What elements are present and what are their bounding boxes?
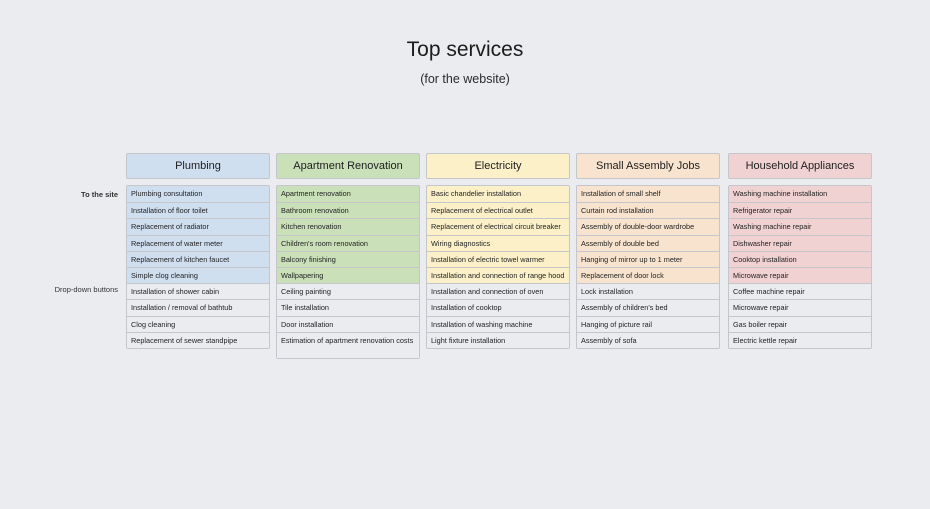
site-service-item[interactable]: Wallpapering xyxy=(277,266,419,284)
column-header: Electricity xyxy=(426,153,570,179)
site-service-item[interactable]: Assembly of double bed xyxy=(577,234,719,251)
page-subtitle: (for the website) xyxy=(420,72,510,86)
site-service-item[interactable]: Plumbing consultation xyxy=(127,186,269,203)
site-service-item[interactable]: Bathroom renovation xyxy=(277,202,419,219)
site-service-item[interactable]: Basic chandelier installation xyxy=(427,186,569,203)
dropdown-service-item[interactable]: Installation and connection of oven xyxy=(427,283,569,300)
column-header: Apartment Renovation xyxy=(276,153,420,179)
service-column: Household Appliances Washing machine inst… xyxy=(728,153,872,349)
site-service-item[interactable]: Replacement of kitchen faucet xyxy=(127,250,269,267)
dropdown-service-item[interactable]: Lock installation xyxy=(577,283,719,300)
dropdown-service-item[interactable]: Estimation of apartment renovation costs xyxy=(277,331,419,358)
dropdown-service-item[interactable]: Light fixture installation xyxy=(427,331,569,348)
dropdown-service-item[interactable]: Installation of cooktop xyxy=(427,299,569,316)
site-service-item[interactable]: Hanging of mirror up to 1 meter xyxy=(577,250,719,267)
dropdown-service-item[interactable]: Gas boiler repair xyxy=(729,315,871,332)
dropdown-service-item[interactable]: Electric kettle repair xyxy=(729,331,871,348)
column-header: Plumbing xyxy=(126,153,270,179)
service-column: Small Assembly Jobs Installation of small… xyxy=(576,153,720,349)
site-service-item[interactable]: Installation of electric towel warmer xyxy=(427,250,569,267)
dropdown-service-item[interactable]: Replacement of sewer standpipe xyxy=(127,331,269,348)
service-list: Basic chandelier installation Replacement… xyxy=(426,185,570,349)
to-site-label: To the site xyxy=(81,190,118,199)
service-column: Apartment Renovation Apartment renovation… xyxy=(276,153,420,359)
dropdown-service-item[interactable]: Hanging of picture rail xyxy=(577,315,719,332)
site-service-item[interactable]: Replacement of radiator xyxy=(127,218,269,235)
site-service-item[interactable]: Microwave repair xyxy=(729,266,871,284)
site-service-item[interactable]: Wiring diagnostics xyxy=(427,234,569,251)
site-service-item[interactable]: Installation and connection of range hoo… xyxy=(427,266,569,284)
site-service-item[interactable]: Curtain rod installation xyxy=(577,202,719,219)
column-header: Small Assembly Jobs xyxy=(576,153,720,179)
site-service-item[interactable]: Children's room renovation xyxy=(277,234,419,251)
site-service-item[interactable]: Balcony finishing xyxy=(277,250,419,267)
site-service-item[interactable]: Installation of small shelf xyxy=(577,186,719,203)
dropdown-service-item[interactable]: Door installation xyxy=(277,315,419,332)
dropdown-service-item[interactable]: Ceiling painting xyxy=(277,283,419,300)
site-service-item[interactable]: Washing machine installation xyxy=(729,186,871,203)
site-service-item[interactable]: Simple clog cleaning xyxy=(127,266,269,284)
dropdown-service-item[interactable]: Coffee machine repair xyxy=(729,283,871,300)
site-service-item[interactable]: Refrigerator repair xyxy=(729,202,871,219)
site-service-item[interactable]: Installation of floor toilet xyxy=(127,202,269,219)
service-column: Plumbing Plumbing consultation Installatio… xyxy=(126,153,270,349)
service-list: Washing machine installation Refrigerator… xyxy=(728,185,872,349)
site-service-item[interactable]: Cooktop installation xyxy=(729,250,871,267)
dropdown-label: Drop-down buttons xyxy=(54,285,118,294)
dropdown-service-item[interactable]: Installation of shower cabin xyxy=(127,283,269,300)
site-service-item[interactable]: Dishwasher repair xyxy=(729,234,871,251)
dropdown-service-item[interactable]: Tile installation xyxy=(277,299,419,316)
column-header: Household Appliances xyxy=(728,153,872,179)
site-service-item[interactable]: Replacement of door lock xyxy=(577,266,719,284)
site-service-item[interactable]: Replacement of electrical outlet xyxy=(427,202,569,219)
service-list: Apartment renovation Bathroom renovation K… xyxy=(276,185,420,359)
site-service-item[interactable]: Apartment renovation xyxy=(277,186,419,203)
dropdown-service-item[interactable]: Installation of washing machine xyxy=(427,315,569,332)
dropdown-service-item[interactable]: Assembly of children's bed xyxy=(577,299,719,316)
service-list: Installation of small shelf Curtain rod i… xyxy=(576,185,720,349)
dropdown-service-item[interactable]: Assembly of sofa xyxy=(577,331,719,348)
service-list: Plumbing consultation Installation of flo… xyxy=(126,185,270,349)
site-service-item[interactable]: Replacement of water meter xyxy=(127,234,269,251)
dropdown-service-item[interactable]: Installation / removal of bathtub xyxy=(127,299,269,316)
dropdown-service-item[interactable]: Clog cleaning xyxy=(127,315,269,332)
site-service-item[interactable]: Assembly of double-door wardrobe xyxy=(577,218,719,235)
site-service-item[interactable]: Replacement of electrical circuit breake… xyxy=(427,218,569,235)
site-service-item[interactable]: Washing machine repair xyxy=(729,218,871,235)
page-title: Top services xyxy=(406,38,524,61)
site-service-item[interactable]: Kitchen renovation xyxy=(277,218,419,235)
dropdown-service-item[interactable]: Microwave repair xyxy=(729,299,871,316)
service-column: Electricity Basic chandelier installation… xyxy=(426,153,570,349)
